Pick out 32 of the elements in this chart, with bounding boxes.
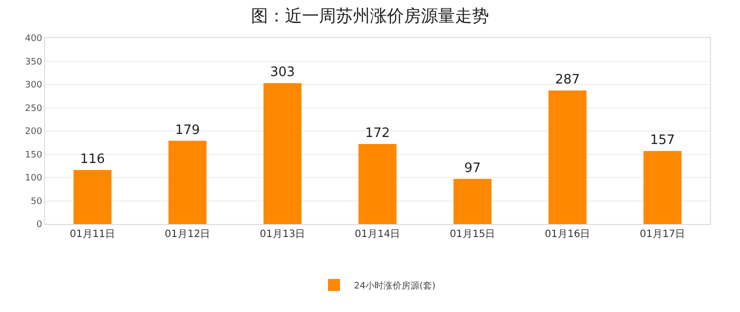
data-label: 287 — [555, 72, 580, 88]
y-tick-label: 400 — [25, 34, 42, 44]
bar — [168, 140, 206, 224]
y-tick-label: 100 — [25, 174, 42, 184]
y-tick-label: 200 — [25, 127, 42, 138]
bar — [548, 90, 586, 224]
bar — [358, 144, 396, 224]
y-tick-label: 350 — [25, 57, 42, 68]
y-tick-label: 300 — [25, 80, 42, 91]
bar — [74, 170, 112, 224]
x-tick-label: 01月14日 — [354, 229, 400, 240]
data-label: 157 — [650, 132, 675, 148]
x-tick-label: 01月13日 — [260, 229, 306, 240]
bar — [644, 150, 682, 224]
bar — [454, 178, 492, 224]
data-label: 172 — [365, 126, 390, 142]
data-label: 303 — [270, 65, 295, 80]
x-tick-label: 01月16日 — [544, 229, 590, 240]
x-tick-label: 01月12日 — [164, 229, 210, 240]
chart-title: 图：近一周苏州涨价房源量走势 — [251, 6, 489, 26]
data-label: 179 — [175, 122, 200, 138]
x-tick-label: 01月17日 — [640, 229, 686, 240]
data-label: 116 — [80, 152, 105, 168]
x-tick-label: 01月15日 — [450, 229, 496, 240]
y-tick-label: 50 — [30, 196, 42, 207]
data-label: 97 — [464, 160, 481, 176]
y-tick-label: 250 — [25, 104, 42, 114]
y-tick-label: 150 — [25, 150, 42, 160]
legend-label: 24小时涨价房源(套) — [354, 280, 436, 292]
x-tick-label: 01月11日 — [70, 229, 116, 240]
bar — [264, 83, 302, 224]
y-tick-label: 0 — [36, 220, 42, 230]
